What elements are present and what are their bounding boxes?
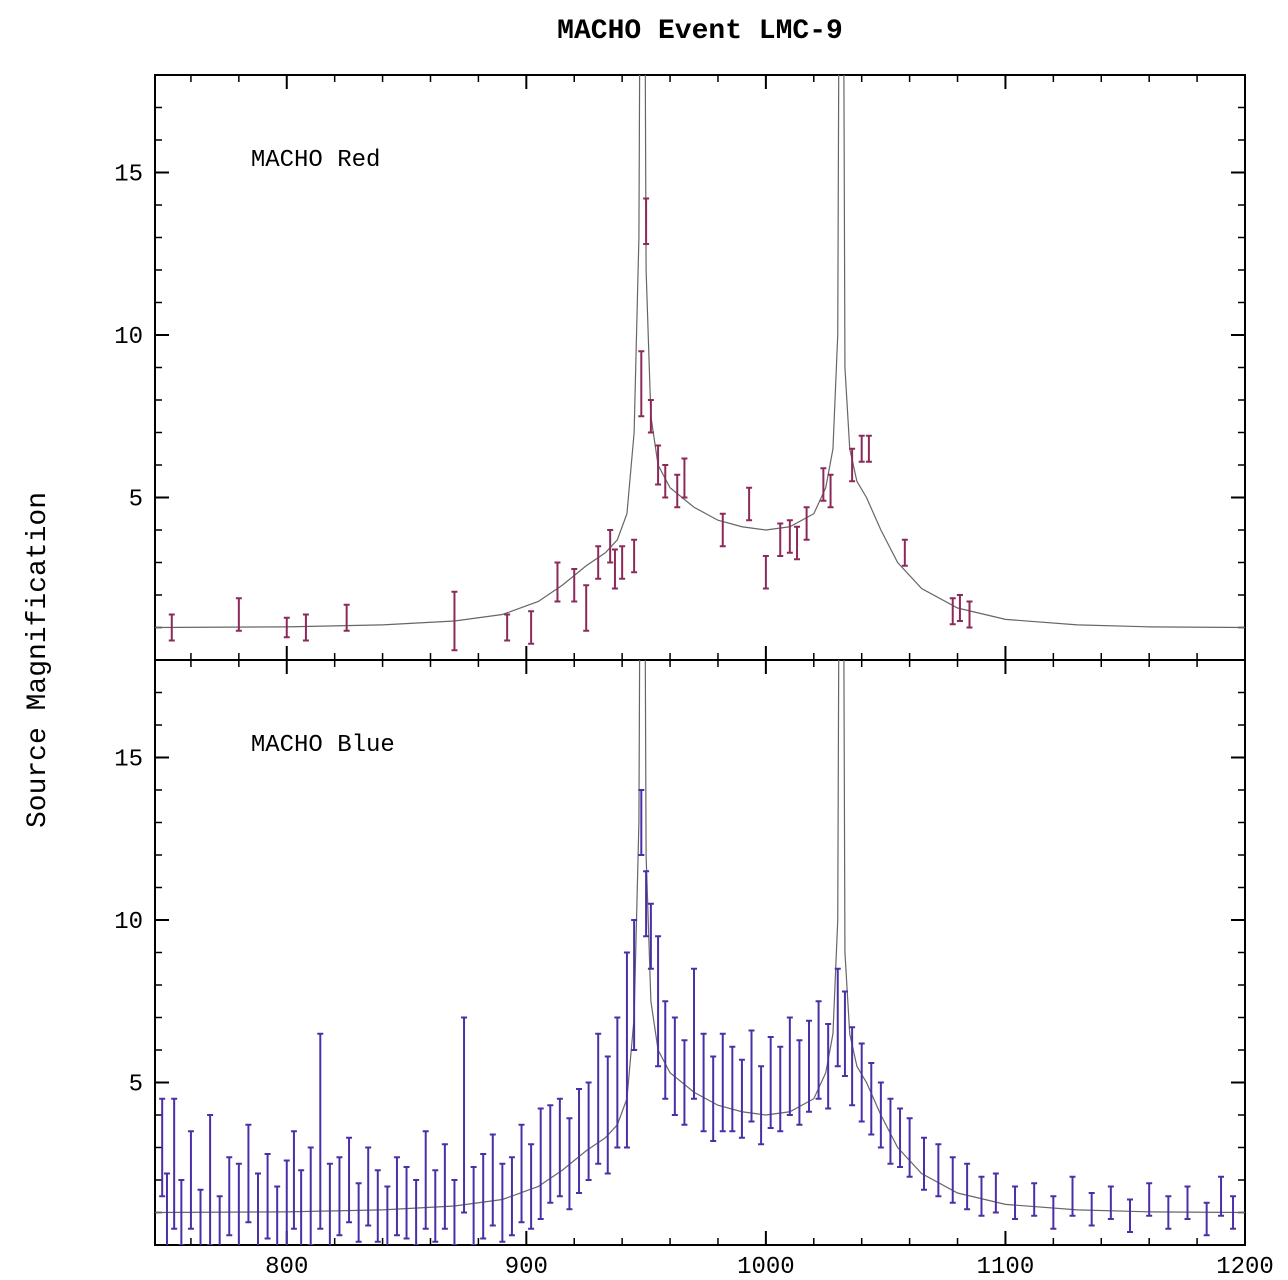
panel-bottom-label: MACHO Blue xyxy=(251,732,395,759)
y-tick-label: 15 xyxy=(114,747,143,774)
y-tick-label: 10 xyxy=(114,909,143,936)
chart-container: 800 900 1000 1100 1200 5 10 15 5 10 15 MACHO Event … xyxy=(0,0,1288,1280)
chart-title: MACHO Event LMC-9 xyxy=(557,16,843,47)
x-tick-label: 1000 xyxy=(737,1254,795,1280)
y-tick-label: 15 xyxy=(114,162,143,189)
chart-svg: 800 900 1000 1100 1200 5 10 15 5 10 15 MACHO Event … xyxy=(0,0,1288,1280)
x-tick-label: 900 xyxy=(505,1254,548,1280)
y-tick-label: 5 xyxy=(129,1072,143,1099)
y-tick-label: 5 xyxy=(129,487,143,514)
x-tick-label: 1100 xyxy=(977,1254,1035,1280)
y-axis-label: Source Magnification xyxy=(23,492,54,828)
y-tick-label: 10 xyxy=(114,324,143,351)
x-tick-label: 800 xyxy=(265,1254,308,1280)
panel-top-label: MACHO Red xyxy=(251,147,381,174)
x-tick-label: 1200 xyxy=(1216,1254,1274,1280)
